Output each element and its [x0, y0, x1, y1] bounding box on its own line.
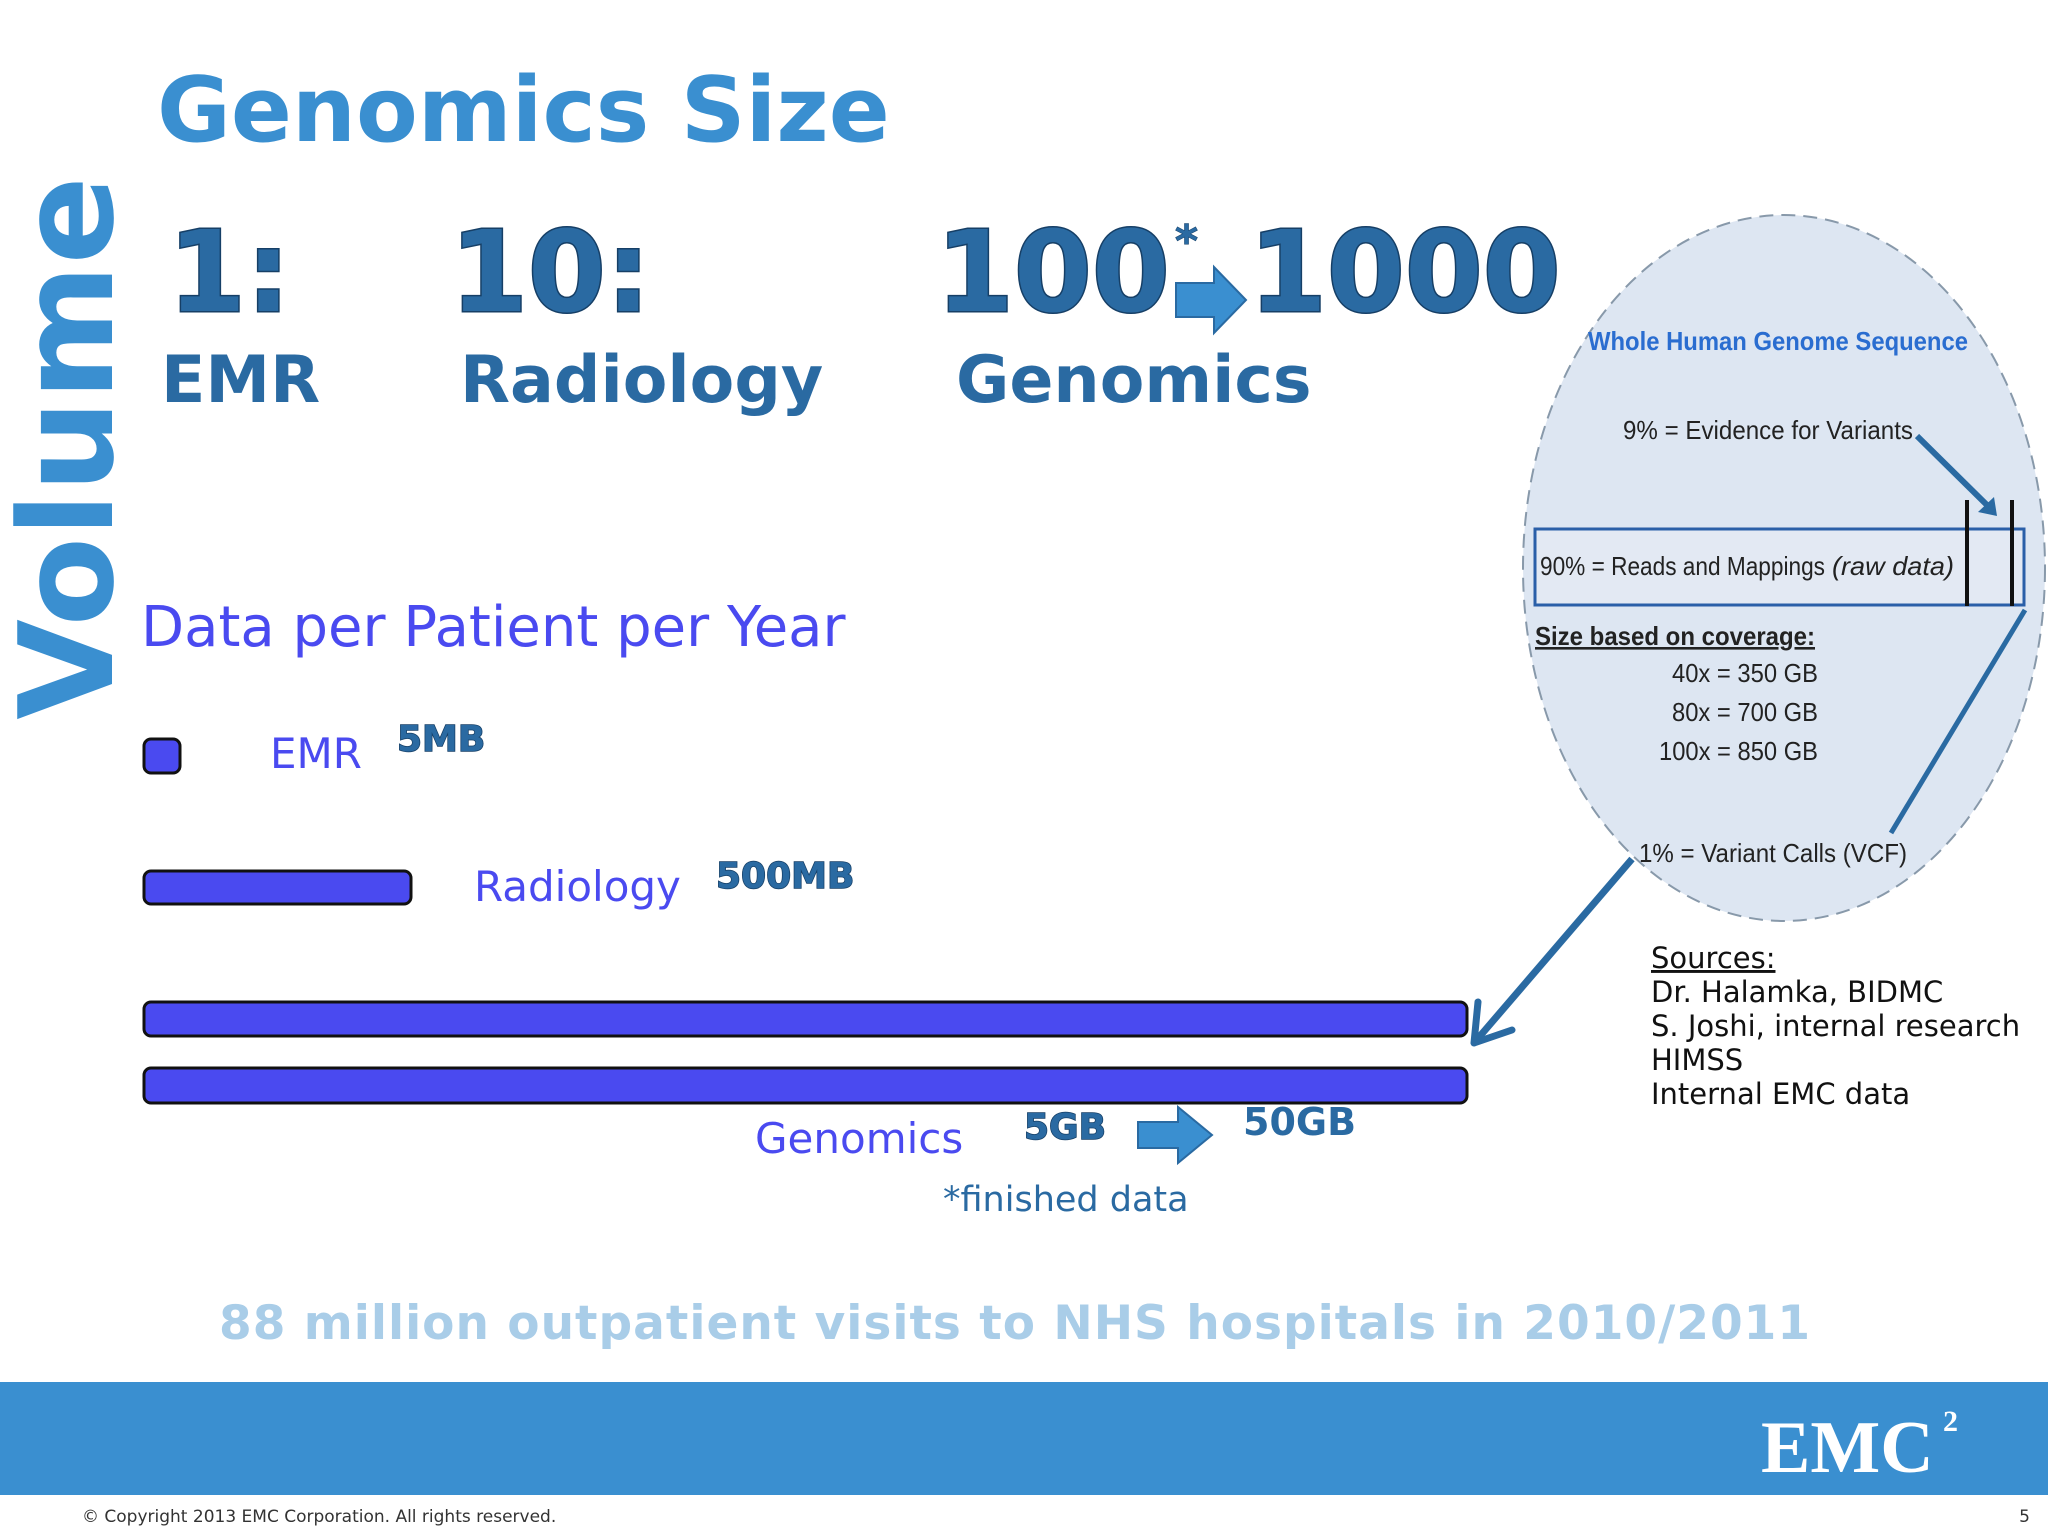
coverage-item: 100x = 850 GB	[1659, 736, 1818, 766]
callout-text: 90% = Reads and Mappings	[1540, 551, 1825, 581]
row-label: EMR	[270, 729, 362, 778]
ratio-label: Radiology	[460, 343, 823, 418]
copyright: © Copyright 2013 EMC Corporation. All ri…	[82, 1507, 556, 1527]
callout-title: Whole Human Genome Sequence	[1588, 326, 1968, 356]
row-size: 500MB	[716, 856, 854, 897]
source-item: Dr. Halamka, BIDMC	[1651, 975, 1943, 1009]
ratio: 1000	[1249, 208, 1561, 338]
row-size: 5GB	[1024, 1107, 1106, 1148]
row-size: 50GB	[1243, 1100, 1356, 1144]
genomics-bar	[142, 1000, 1469, 1038]
radiology-bar	[142, 869, 413, 906]
side-label: Volume	[0, 176, 143, 720]
arrow	[1914, 433, 1993, 511]
page-number: 5	[2019, 1507, 2030, 1527]
source-item: HIMSS	[1651, 1043, 1743, 1077]
reads-box	[1533, 527, 2026, 607]
genomics-bar	[142, 1066, 1469, 1105]
stat-line: 88 million outpatient visits to NHS hosp…	[219, 1296, 1811, 1351]
source-item: S. Joshi, internal research	[1651, 1009, 2020, 1043]
emr-bar	[142, 737, 182, 775]
row-label: Genomics	[755, 1114, 963, 1163]
logo-superscript: 2	[1943, 1405, 1958, 1438]
callout-text: (raw data)	[1832, 551, 1954, 581]
footer-band	[0, 1382, 2048, 1495]
sources-heading: Sources:	[1651, 941, 1775, 975]
callout-arrow	[1471, 856, 1635, 1046]
row-size: 5MB	[397, 719, 485, 760]
callout-text: 1% = Variant Calls (VCF)	[1639, 838, 1907, 868]
ratio-label: Genomics	[956, 343, 1312, 418]
arrow	[1137, 1104, 1214, 1166]
row-label: Radiology	[474, 862, 681, 911]
source-item: Internal EMC data	[1651, 1077, 1910, 1111]
coverage-item: 40x = 350 GB	[1672, 658, 1818, 688]
arrow-head	[1978, 497, 1997, 516]
arrow	[1888, 608, 2028, 835]
arrow	[1175, 264, 1248, 336]
callout-arrow-head	[1470, 998, 1516, 1047]
ratio: 1:	[168, 208, 291, 338]
ratio: 100	[936, 208, 1170, 338]
section-heading: Data per Patient per Year	[141, 595, 846, 660]
callout-text: 9% = Evidence for Variants	[1623, 415, 1913, 445]
logo: EMC	[1761, 1407, 1934, 1489]
ratio-label: EMR	[161, 343, 320, 418]
callout-heading: Size based on coverage:	[1535, 621, 1815, 651]
ratio-marker: *	[1175, 216, 1198, 267]
coverage-item: 80x = 700 GB	[1672, 697, 1818, 727]
ratio: 10:	[450, 208, 651, 338]
note: *finished data	[943, 1180, 1189, 1220]
slide-title: Genomics Size	[157, 58, 890, 163]
